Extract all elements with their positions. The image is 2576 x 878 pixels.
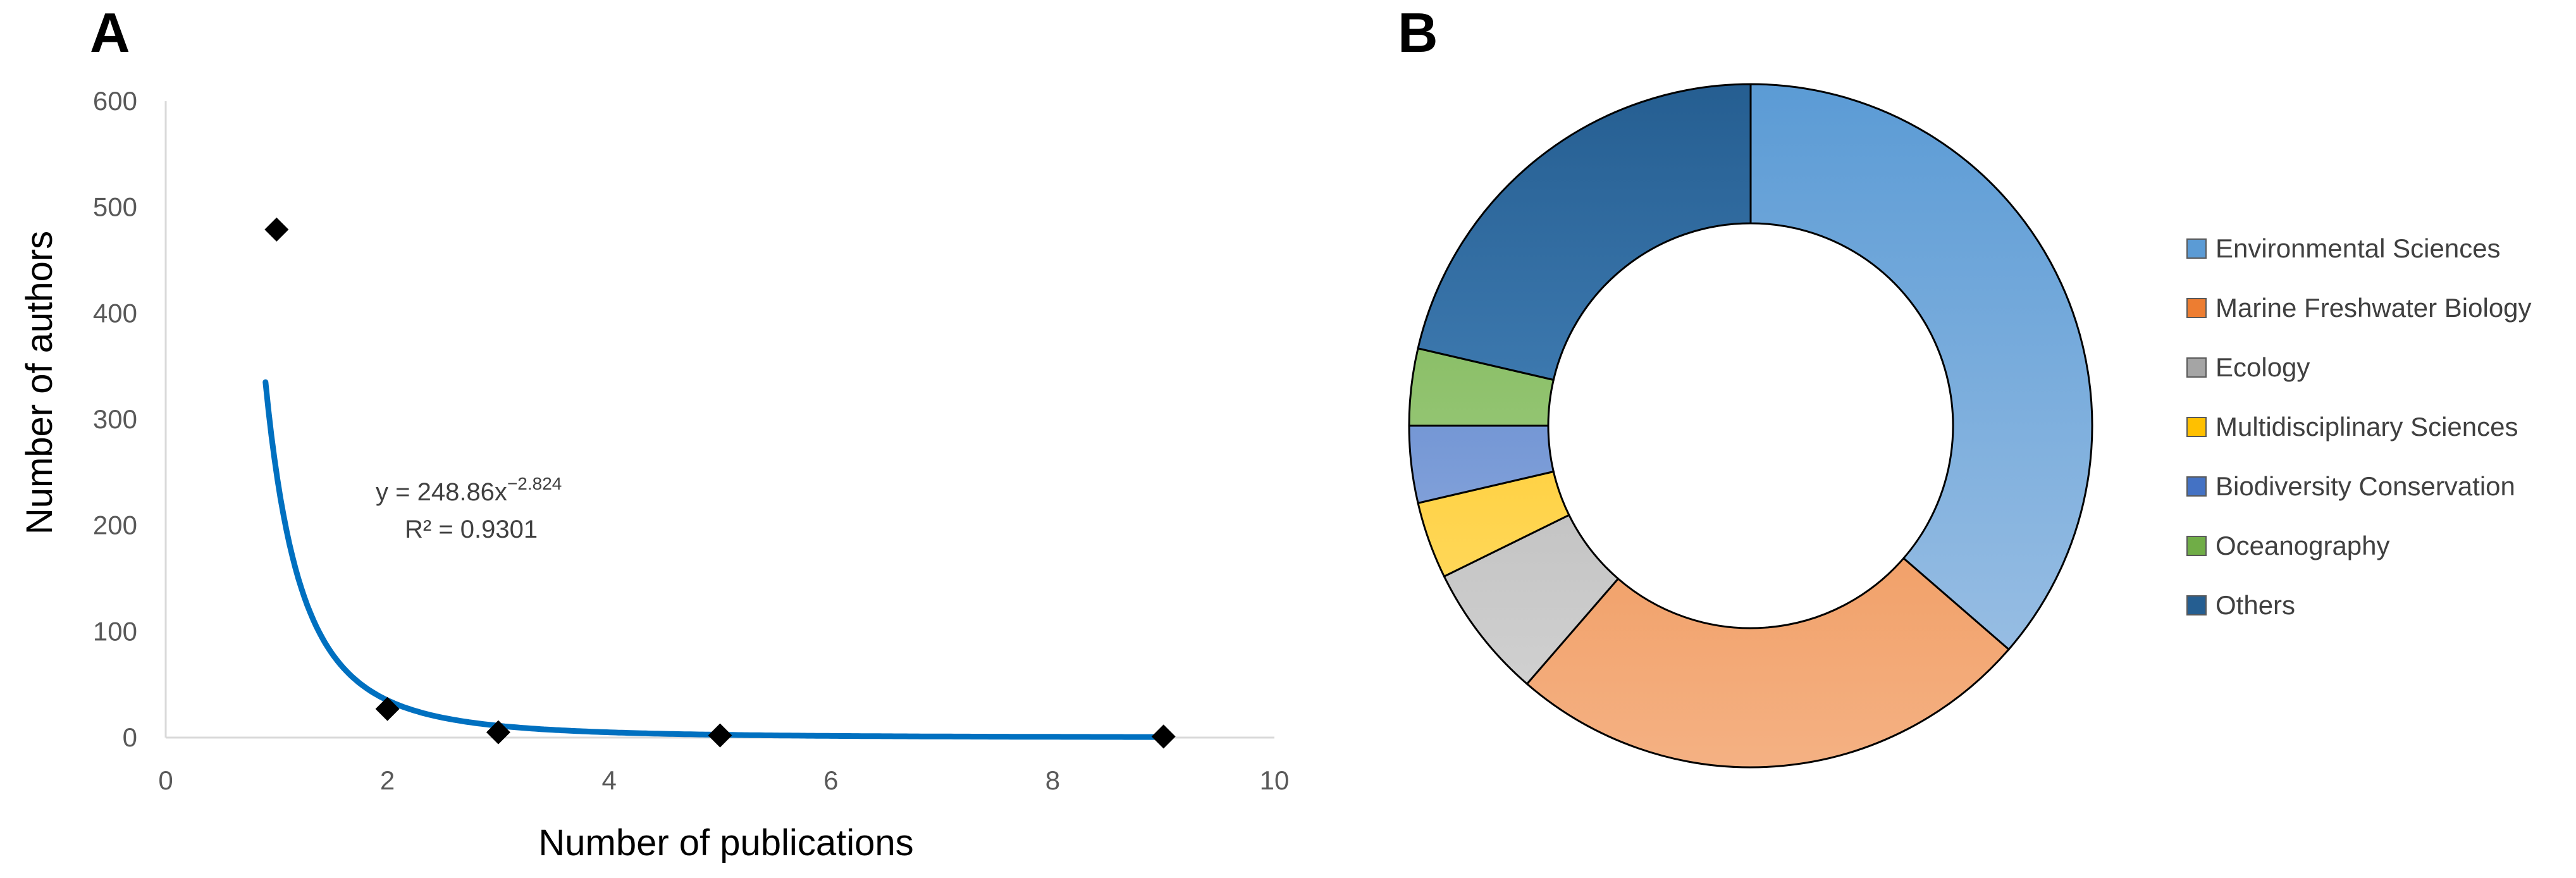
panel-a-scatter-chart: A 0 100 200 300 400 500 600 0 2 4 6 8 10 y = 248.86…	[19, 1, 1289, 863]
panel-a-x-tick-labels: 0 2 4 6 8 10	[158, 765, 1289, 795]
x-tick-label: 0	[158, 765, 173, 795]
legend-item: Marine Freshwater Biology	[2186, 293, 2532, 323]
y-axis-title: Number of authors	[19, 231, 60, 535]
legend-swatch	[2186, 476, 2207, 497]
donut-slices	[1408, 83, 2093, 769]
legend-swatch	[2186, 298, 2207, 318]
legend-item: Ecology	[2186, 352, 2310, 382]
donut-slice	[1749, 83, 2093, 651]
x-axis-title: Number of publications	[538, 822, 913, 863]
panel-a-label: A	[90, 1, 130, 64]
panel-a-data-points	[264, 217, 1176, 749]
x-tick-label: 6	[823, 765, 838, 795]
trendline-r-squared: R² = 0.9301	[405, 516, 538, 543]
donut-slice	[1417, 83, 1752, 381]
legend-label: Multidisciplinary Sciences	[2215, 412, 2518, 442]
panel-b-label: B	[1398, 1, 1438, 64]
panel-a-trendline-group	[262, 379, 1167, 740]
panel-a-axes	[164, 101, 1274, 739]
legend-item: Oceanography	[2186, 531, 2390, 560]
y-tick-label: 0	[123, 722, 137, 752]
data-point-marker	[1151, 724, 1176, 749]
legend-swatch	[2186, 238, 2207, 259]
power-trendline	[262, 379, 1167, 740]
legend-label: Biodiversity Conservation	[2215, 471, 2515, 501]
y-tick-label: 200	[93, 510, 137, 540]
legend-label: Others	[2215, 590, 2295, 620]
legend-label: Environmental Sciences	[2215, 233, 2501, 263]
legend-swatch	[2186, 595, 2207, 615]
y-tick-label: 400	[93, 298, 137, 328]
data-point-marker	[375, 696, 400, 721]
legend-item: Others	[2186, 590, 2295, 620]
legend-swatch	[2186, 417, 2207, 437]
x-tick-label: 4	[602, 765, 617, 795]
legend-label: Ecology	[2215, 352, 2310, 382]
legend-label: Marine Freshwater Biology	[2215, 293, 2532, 323]
data-point-marker	[708, 723, 732, 748]
y-tick-label: 600	[93, 86, 137, 116]
data-point-marker	[264, 217, 289, 242]
trendline-equation-base: y = 248.86x	[376, 478, 507, 506]
x-tick-label: 8	[1045, 765, 1060, 795]
x-tick-label: 2	[380, 765, 395, 795]
trendline-equation: y = 248.86x−2.824	[376, 474, 562, 506]
data-point-marker	[486, 720, 510, 745]
y-tick-label: 300	[93, 404, 137, 434]
donut-slice	[1525, 557, 2011, 769]
legend-item: Biodiversity Conservation	[2186, 471, 2515, 501]
y-tick-label: 100	[93, 616, 137, 646]
trendline-equation-exponent: −2.824	[507, 474, 562, 493]
legend-swatch	[2186, 536, 2207, 556]
donut-legend: Environmental Sciences Marine Freshwater …	[2186, 233, 2532, 620]
y-tick-label: 500	[93, 192, 137, 222]
legend-swatch	[2186, 357, 2207, 378]
panel-b-donut-chart: B Environmental Sciences Marine Freshwate…	[1398, 1, 2532, 769]
legend-item: Environmental Sciences	[2186, 233, 2501, 263]
legend-label: Oceanography	[2215, 531, 2390, 560]
x-tick-label: 10	[1260, 765, 1290, 795]
panel-a-y-tick-labels: 0 100 200 300 400 500 600	[93, 86, 137, 752]
legend-item: Multidisciplinary Sciences	[2186, 412, 2518, 442]
